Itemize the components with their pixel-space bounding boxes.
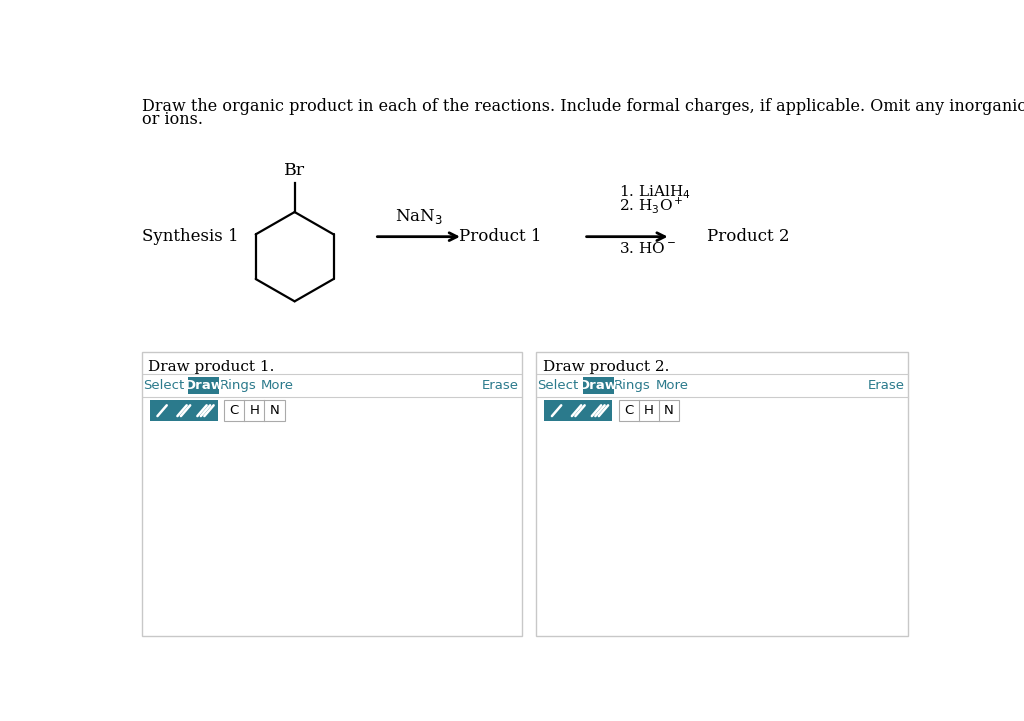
Text: Rings: Rings: [614, 379, 651, 392]
Text: More: More: [655, 379, 688, 392]
Text: Erase: Erase: [481, 379, 518, 392]
Text: Synthesis 1: Synthesis 1: [142, 228, 239, 245]
Text: 2. H$_3$O$^+$: 2. H$_3$O$^+$: [620, 195, 684, 215]
Text: C: C: [624, 404, 633, 417]
Text: Erase: Erase: [868, 379, 905, 392]
Text: NaN$_3$: NaN$_3$: [395, 207, 442, 226]
Text: H: H: [250, 404, 259, 417]
Bar: [142, 352, 521, 635]
Bar: [150, 400, 218, 422]
Text: Select: Select: [143, 379, 184, 392]
Text: Product 1: Product 1: [459, 228, 542, 245]
Text: H: H: [644, 404, 653, 417]
Text: Draw product 1.: Draw product 1.: [148, 360, 274, 374]
Bar: [544, 400, 612, 422]
Text: C: C: [229, 404, 239, 417]
Text: Draw: Draw: [184, 379, 223, 392]
Text: Product 2: Product 2: [707, 228, 790, 245]
Bar: [188, 377, 219, 394]
Text: Select: Select: [538, 379, 579, 392]
Text: Br: Br: [284, 162, 305, 179]
Text: Draw product 2.: Draw product 2.: [543, 360, 669, 374]
Text: Draw: Draw: [579, 379, 617, 392]
Text: N: N: [665, 404, 674, 417]
Bar: [583, 377, 614, 394]
Bar: [537, 352, 908, 635]
Text: 1. LiAlH$_4$: 1. LiAlH$_4$: [620, 184, 691, 201]
Text: Rings: Rings: [220, 379, 256, 392]
Bar: [618, 400, 679, 422]
Text: N: N: [269, 404, 280, 417]
Text: Draw the organic product in each of the reactions. Include formal charges, if ap: Draw the organic product in each of the …: [142, 98, 1024, 115]
Text: or ions.: or ions.: [142, 111, 203, 128]
Text: More: More: [261, 379, 294, 392]
Text: 3. HO$^-$: 3. HO$^-$: [620, 242, 677, 256]
Bar: [224, 400, 285, 422]
